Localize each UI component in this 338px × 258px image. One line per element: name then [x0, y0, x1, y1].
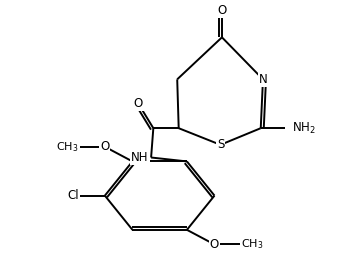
Text: S: S	[217, 138, 224, 151]
Text: O: O	[100, 140, 110, 153]
Text: Cl: Cl	[67, 189, 79, 202]
Text: O: O	[134, 97, 143, 110]
Text: O: O	[210, 238, 219, 251]
Text: CH$_3$: CH$_3$	[56, 140, 79, 154]
Text: NH$_2$: NH$_2$	[292, 121, 315, 136]
Text: CH$_3$: CH$_3$	[241, 238, 263, 251]
Text: N: N	[259, 73, 267, 86]
Text: NH: NH	[131, 151, 149, 164]
Text: O: O	[217, 4, 226, 18]
